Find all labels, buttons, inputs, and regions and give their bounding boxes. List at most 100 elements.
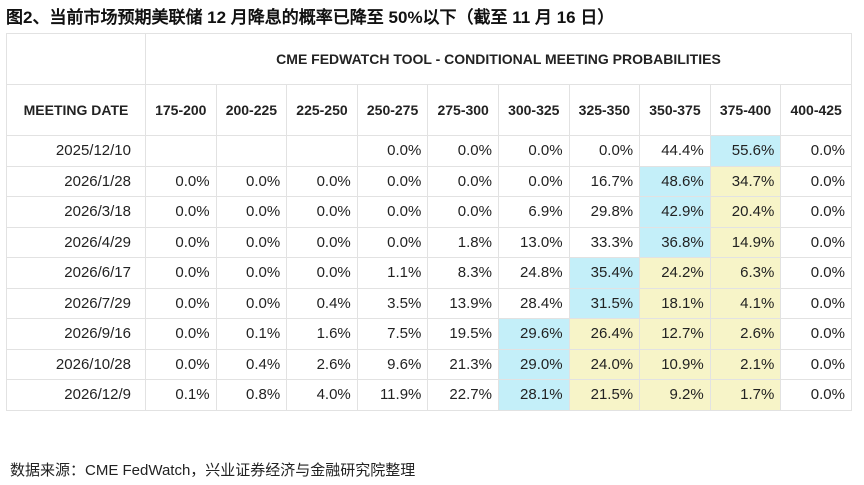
probability-cell: 22.7% (427, 379, 499, 411)
probability-cell: 9.2% (639, 379, 711, 411)
column-header: MEETING DATE (6, 84, 146, 136)
probability-cell: 0.0% (215, 196, 288, 228)
probability-cell: 0.0% (497, 165, 570, 197)
meeting-date: 2026/12/9 (6, 379, 146, 411)
meeting-date: 2025/12/10 (6, 135, 146, 167)
probability-cell: 4.1% (709, 287, 782, 319)
probability-cell: 1.7% (709, 379, 782, 411)
probability-cell: 14.9% (709, 226, 782, 258)
probability-cell: 20.4% (709, 196, 782, 228)
probability-cell: 0.0% (215, 226, 288, 258)
probability-cell: 0.0% (145, 257, 217, 289)
column-header: 200-225 (215, 84, 288, 136)
probability-cell (215, 135, 288, 167)
probability-cell: 0.1% (145, 379, 217, 411)
probability-cell: 1.8% (427, 226, 499, 258)
probability-cell: 26.4% (568, 318, 641, 350)
probability-cell: 0.0% (780, 196, 852, 228)
data-row: 2026/7/29 0.0% 0.0% 0.4% 3.5% 13.9% 28.4% 31.5%… (6, 287, 852, 319)
probability-cell: 24.2% (639, 257, 711, 289)
probability-cell: 11.9% (356, 379, 429, 411)
data-row: 2026/10/28 0.0% 0.4% 2.6% 9.6% 21.3% 29.0% 24.0… (6, 348, 852, 380)
data-row: 2025/12/10 0.0% 0.0% 0.0% 0.0% 44.4% 55.6% 0.0% (6, 135, 852, 167)
probability-cell: 0.0% (145, 196, 217, 228)
probability-cell: 24.8% (497, 257, 570, 289)
data-row: 2026/9/16 0.0% 0.1% 1.6% 7.5% 19.5% 29.6% 26.4%… (6, 318, 852, 350)
probability-cell: 9.6% (356, 348, 429, 380)
probability-cell: 2.6% (286, 348, 358, 380)
probability-cell: 44.4% (639, 135, 711, 167)
probability-cell: 0.0% (356, 226, 429, 258)
probability-cell: 0.0% (780, 226, 852, 258)
data-row: 2026/1/28 0.0% 0.0% 0.0% 0.0% 0.0% 0.0% 16.7% 48… (6, 165, 852, 197)
probability-cell: 48.6% (639, 165, 711, 197)
column-header: 325-350 (568, 84, 641, 136)
probability-cell: 0.0% (286, 165, 358, 197)
probability-cell: 21.5% (568, 379, 641, 411)
probability-cell: 0.0% (215, 165, 288, 197)
meeting-date: 2026/1/28 (6, 165, 146, 197)
probability-cell: 0.0% (356, 165, 429, 197)
probability-cell: 35.4% (568, 257, 641, 289)
probability-cell: 55.6% (709, 135, 782, 167)
probability-cell: 31.5% (568, 287, 641, 319)
data-row: 2026/4/29 0.0% 0.0% 0.0% 0.0% 1.8% 13.0% 33.3% 3… (6, 226, 852, 258)
probability-cell: 0.0% (356, 196, 429, 228)
data-row: 2026/3/18 0.0% 0.0% 0.0% 0.0% 0.0% 6.9% 29.8% 42… (6, 196, 852, 228)
probability-cell: 18.1% (639, 287, 711, 319)
probability-cell: 42.9% (639, 196, 711, 228)
probability-cell: 0.0% (780, 348, 852, 380)
probability-cell: 29.8% (568, 196, 641, 228)
probability-cell: 6.3% (709, 257, 782, 289)
probability-cell: 0.0% (286, 226, 358, 258)
probability-cell: 0.0% (356, 135, 429, 167)
probability-cell: 33.3% (568, 226, 641, 258)
figure-title: 图2、当前市场预期美联储 12 月降息的概率已降至 50%以下（截至 11 月 … (6, 8, 615, 27)
column-header: 400-425 (780, 84, 852, 136)
column-header: 225-250 (286, 84, 358, 136)
probability-cell: 21.3% (427, 348, 499, 380)
probability-cell: 0.0% (145, 165, 217, 197)
probability-cell (145, 135, 217, 167)
probability-cell: 0.0% (568, 135, 641, 167)
meeting-date: 2026/6/17 (6, 257, 146, 289)
meeting-date: 2026/4/29 (6, 226, 146, 258)
probability-cell: 0.4% (215, 348, 288, 380)
probability-cell: 2.6% (709, 318, 782, 350)
probability-cell: 0.0% (145, 226, 217, 258)
column-header: 375-400 (709, 84, 782, 136)
probability-cell: 19.5% (427, 318, 499, 350)
probability-cell: 0.0% (780, 287, 852, 319)
probability-cell: 0.1% (215, 318, 288, 350)
probability-cell: 0.0% (215, 257, 288, 289)
probability-cell: 0.0% (427, 165, 499, 197)
column-header: 350-375 (639, 84, 711, 136)
probability-cell: 0.0% (145, 318, 217, 350)
column-header: 175-200 (145, 84, 217, 136)
probability-cell: 4.0% (286, 379, 358, 411)
data-row: 2026/6/17 0.0% 0.0% 0.0% 1.1% 8.3% 24.8% 35.4% 2… (6, 257, 852, 289)
probability-cell: 0.0% (286, 196, 358, 228)
probability-cell: 0.0% (780, 318, 852, 350)
probability-cell: 16.7% (568, 165, 641, 197)
probability-cell: 36.8% (639, 226, 711, 258)
probability-cell: 0.4% (286, 287, 358, 319)
probability-cell: 0.0% (780, 257, 852, 289)
probability-cell: 10.9% (639, 348, 711, 380)
column-header: 250-275 (356, 84, 429, 136)
probability-cell: 0.0% (780, 135, 852, 167)
probability-cell: 0.0% (215, 287, 288, 319)
probability-cell: 2.1% (709, 348, 782, 380)
source-note: 数据来源：CME FedWatch，兴业证券经济与金融研究院整理 (10, 462, 416, 479)
caption-row: CME FEDWATCH TOOL - CONDITIONAL MEETING … (6, 33, 852, 85)
probability-cell: 1.1% (356, 257, 429, 289)
probability-cell: 24.0% (568, 348, 641, 380)
probability-cell: 29.6% (497, 318, 570, 350)
probability-cell: 34.7% (709, 165, 782, 197)
column-header: 275-300 (427, 84, 499, 136)
header-row: MEETING DATE 175-200 200-225 225-250 250-275… (6, 84, 852, 136)
probability-cell: 0.0% (427, 196, 499, 228)
probability-cell: 3.5% (356, 287, 429, 319)
probability-cell: 0.0% (780, 379, 852, 411)
